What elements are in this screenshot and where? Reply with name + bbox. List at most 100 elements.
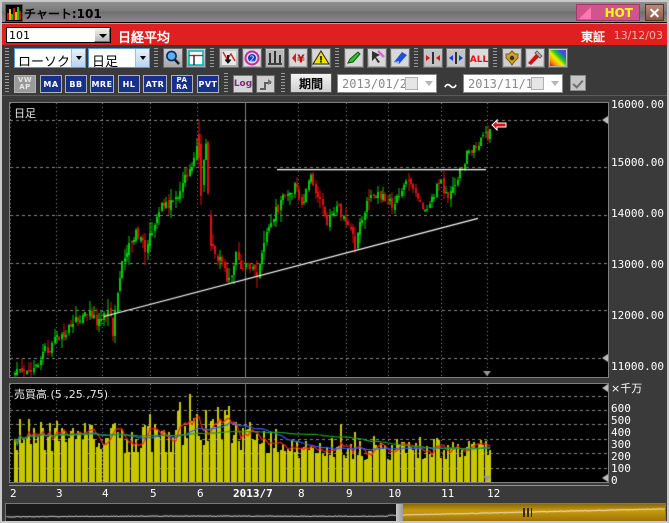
date-from-field[interactable]: 2013/01/22 bbox=[337, 74, 437, 93]
volume-panel-label: 売買高 (5 ,25 ,75) bbox=[14, 388, 109, 401]
volume-tick-100: 100 bbox=[611, 462, 631, 475]
settings-gear-icon[interactable] bbox=[502, 48, 522, 68]
x-tick-5: 5 bbox=[150, 487, 157, 500]
toolbar-grip[interactable] bbox=[335, 48, 339, 67]
price-tick-11000: 11000.00 bbox=[611, 360, 664, 373]
period-select[interactable]: 日足 bbox=[88, 48, 150, 70]
price-canvas[interactable] bbox=[10, 103, 608, 377]
expand-h-icon[interactable] bbox=[423, 48, 443, 68]
x-tick-8: 8 bbox=[298, 487, 305, 500]
chart-icon bbox=[5, 4, 23, 22]
indicator-vwap-label: VW AP bbox=[17, 76, 33, 91]
chevron-down-icon[interactable] bbox=[135, 49, 149, 67]
period-range-button[interactable]: 期間 bbox=[290, 73, 332, 93]
date-to-field[interactable]: 2013/11/18 bbox=[463, 74, 563, 93]
volume-tick-600: 600 bbox=[611, 402, 631, 415]
x-tick-10: 10 bbox=[388, 487, 402, 500]
cursor-pick-icon[interactable] bbox=[367, 48, 387, 68]
price-tick-16000: 16000.00 bbox=[611, 98, 664, 111]
log-scale-button[interactable]: Log bbox=[233, 75, 253, 93]
indicator-para-button[interactable]: PA RA bbox=[171, 75, 193, 93]
calendar-icon[interactable] bbox=[405, 77, 418, 90]
overview-left-handle[interactable] bbox=[396, 504, 403, 521]
toolbar-grip[interactable] bbox=[210, 48, 214, 67]
symbol-name: 日経平均 bbox=[118, 31, 171, 46]
shrink-h-icon[interactable] bbox=[446, 48, 466, 68]
range-enable-checkbox[interactable] bbox=[570, 75, 586, 91]
pillars-icon[interactable] bbox=[265, 48, 285, 68]
x-tick-2013-7: 2013/7 bbox=[233, 487, 273, 500]
indicator-mre-button[interactable]: MRE bbox=[90, 75, 114, 93]
date-to-value: 2013/11/18 bbox=[468, 77, 541, 91]
price-panel-label: 日足 bbox=[14, 107, 36, 120]
close-icon[interactable] bbox=[645, 4, 664, 21]
indicator-pvt-button[interactable]: PVT bbox=[197, 75, 219, 93]
x-tick-11: 11 bbox=[441, 487, 455, 500]
pencil-icon[interactable] bbox=[344, 48, 364, 68]
all-button[interactable]: ALL bbox=[469, 48, 489, 68]
x-tick-12: 12 bbox=[487, 487, 501, 500]
window-title: チャート:101 bbox=[24, 7, 102, 21]
compare-icon[interactable]: 2 bbox=[242, 48, 262, 68]
price-tick-15000: 15000.00 bbox=[611, 156, 664, 169]
overview-canvas[interactable] bbox=[6, 504, 665, 521]
toolbar-grip[interactable] bbox=[5, 48, 9, 67]
indicator-para-label: PA RA bbox=[176, 76, 188, 91]
overview-grip-icon[interactable] bbox=[523, 508, 532, 517]
calendar-icon[interactable] bbox=[531, 77, 544, 90]
toolbar-grip[interactable] bbox=[414, 48, 418, 67]
scale-step-icon[interactable] bbox=[256, 75, 275, 93]
volume-unit-label: ×千万 bbox=[611, 382, 643, 395]
indicator-atr-button[interactable]: ATR bbox=[143, 75, 167, 93]
x-tick-2: 2 bbox=[10, 487, 17, 500]
chevron-down-icon[interactable] bbox=[71, 49, 85, 67]
toolbar-primary: ローソク 日足 2 ¥ bbox=[2, 45, 667, 71]
svg-text:2: 2 bbox=[249, 55, 254, 64]
price-chart-panel[interactable]: 日足 bbox=[9, 102, 609, 378]
chart-type-select[interactable]: ローソク bbox=[14, 48, 86, 70]
date-from-value: 2013/01/22 bbox=[342, 77, 415, 91]
indicator-bb-button[interactable]: BB bbox=[65, 75, 87, 93]
quote-date: 13/12/03 bbox=[613, 29, 663, 42]
indicator-vwap-button[interactable]: VW AP bbox=[14, 75, 36, 93]
overview-scrollbar[interactable] bbox=[5, 503, 666, 521]
volume-chart-panel[interactable]: 売買高 (5 ,25 ,75) bbox=[9, 383, 609, 483]
volume-tick-200: 200 bbox=[611, 450, 631, 463]
toolbar-grip[interactable] bbox=[154, 48, 158, 67]
chevron-down-icon[interactable] bbox=[551, 81, 559, 86]
toolbar-grip[interactable] bbox=[493, 48, 497, 67]
title-bar: チャート:101 HOT bbox=[2, 2, 667, 23]
volume-tick-300: 300 bbox=[611, 438, 631, 451]
tools-icon[interactable] bbox=[525, 48, 545, 68]
layout-icon[interactable] bbox=[186, 48, 206, 68]
toolbar-grip[interactable] bbox=[224, 73, 228, 92]
volume-axis: ×千万 600 500 400 300 200 100 0 bbox=[609, 382, 666, 487]
toolbar-grip[interactable] bbox=[5, 73, 9, 92]
hot-button[interactable]: HOT bbox=[576, 4, 640, 21]
indicator-ma-label: MA bbox=[43, 79, 59, 89]
period-value: 日足 bbox=[92, 55, 119, 70]
volume-tick-0: 0 bbox=[611, 474, 618, 487]
zoom-icon[interactable] bbox=[163, 48, 183, 68]
indicator-ma-button[interactable]: MA bbox=[40, 75, 62, 93]
price-tick-12000: 12000.00 bbox=[611, 309, 664, 322]
volume-tick-500: 500 bbox=[611, 414, 631, 427]
color-palette-icon[interactable] bbox=[548, 48, 568, 68]
chevron-down-icon[interactable] bbox=[425, 81, 433, 86]
indicator-hl-button[interactable]: HL bbox=[118, 75, 140, 93]
warning-icon[interactable] bbox=[311, 48, 331, 68]
svg-text:¥: ¥ bbox=[297, 53, 305, 66]
indicator-bb-label: BB bbox=[69, 79, 83, 89]
price-axis: 16000.00 15000.00 14000.00 13000.00 1200… bbox=[609, 98, 666, 378]
yen-icon[interactable]: ¥ bbox=[288, 48, 308, 68]
indicator-mre-label: MRE bbox=[91, 79, 113, 89]
symbol-code-input[interactable] bbox=[9, 29, 87, 42]
symbol-code-box[interactable] bbox=[6, 27, 111, 43]
symbol-dropdown-arrow-icon[interactable] bbox=[94, 28, 110, 42]
volume-canvas[interactable] bbox=[10, 384, 608, 482]
symbol-bar: 日経平均 東証 13/12/03 bbox=[2, 23, 667, 46]
market-label: 東証 bbox=[580, 30, 605, 44]
marker-down-icon[interactable] bbox=[219, 48, 239, 68]
eraser-icon[interactable] bbox=[390, 48, 410, 68]
toolbar-grip[interactable] bbox=[281, 73, 285, 92]
